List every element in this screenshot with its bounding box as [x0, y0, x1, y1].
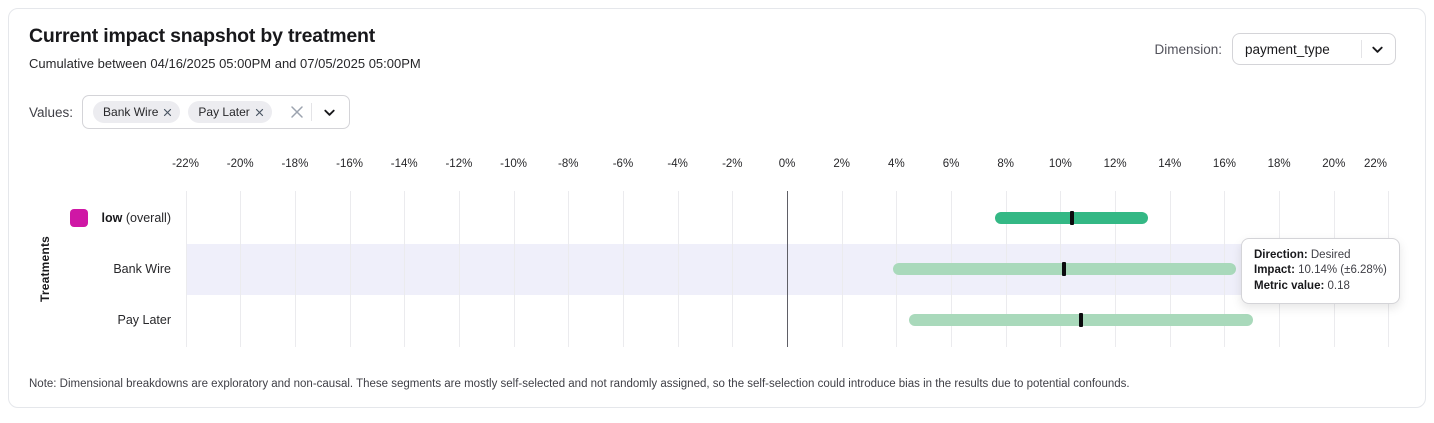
dimension-selected-value: payment_type [1245, 41, 1330, 57]
tooltip-label: Direction: [1254, 249, 1308, 261]
tooltip-row: Impact: 10.14% (±6.28%) [1254, 263, 1387, 278]
chip-remove-icon[interactable] [255, 108, 264, 117]
x-axis-tick-label: 0% [778, 158, 796, 170]
impact-center-tick [1069, 211, 1074, 225]
chip-label: Pay Later [198, 105, 250, 119]
impact-center-tick [1079, 313, 1084, 327]
chevron-down-icon[interactable] [320, 105, 339, 120]
x-axis-tick-label: -14% [390, 158, 418, 170]
impact-center-tick [1062, 262, 1067, 276]
x-axis-tick-label: 20% [1322, 158, 1346, 170]
chart-canvas: -22% -20% -18% -16% -14% -12% -10% -8% -6% -4% -2%… [9, 9, 1425, 407]
date-range-subtitle: Cumulative between 04/16/2025 05:00PM an… [29, 56, 421, 71]
tooltip-value: Desired [1310, 249, 1351, 261]
x-axis-tick-label: -6% [612, 158, 634, 170]
zero-line [787, 191, 788, 347]
gridline [349, 191, 351, 347]
tooltip: Direction: Desired Impact: 10.14% (±6.28… [1241, 238, 1400, 304]
tooltip-value: 0.18 [1327, 279, 1350, 292]
row-label-pay-later: Pay Later [117, 313, 171, 327]
dimension-select[interactable]: payment_type [1232, 33, 1396, 65]
tooltip-value: 10.14% (±6.28%) [1298, 264, 1387, 277]
tooltip-row: Direction: Desired [1254, 248, 1387, 263]
x-axis-tick-label: -18% [281, 158, 309, 170]
values-tools [287, 103, 339, 121]
x-axis-tick-label: 14% [1158, 158, 1182, 170]
values-label: Values: [29, 104, 74, 120]
x-axis-tick-label: 10% [1048, 158, 1072, 170]
chip-remove-icon[interactable] [163, 108, 172, 117]
tooltip-row: Metric value: 0.18 [1254, 279, 1387, 294]
legend-swatch [70, 209, 88, 227]
x-axis-tick-label: 8% [997, 158, 1015, 170]
x-axis-tick-label: -8% [558, 158, 579, 170]
gridline [732, 191, 734, 347]
dimension-control: Dimension: payment_type [1154, 33, 1396, 65]
row-label-low: low (overall) [101, 211, 171, 225]
tooltip-label: Impact: [1254, 264, 1295, 277]
x-axis-tick-label: -12% [445, 158, 473, 170]
x-axis-tick-label: -4% [667, 158, 688, 170]
x-axis-tick-label: -10% [500, 158, 528, 170]
gridline [458, 191, 460, 347]
x-axis-tick-label: 4% [888, 158, 905, 170]
chevron-down-icon[interactable] [1370, 42, 1385, 57]
row-label-bank-wire: Bank Wire [113, 262, 171, 276]
x-axis-tick-label: -16% [336, 158, 363, 170]
impact-snapshot-card: Current impact snapshot by treatment Cum… [8, 8, 1426, 408]
x-axis-tick-label: 12% [1103, 158, 1127, 170]
x-axis-tick-label: 6% [942, 158, 960, 170]
tooltip-label: Metric value: [1254, 279, 1325, 292]
gridline [513, 191, 515, 347]
gridline [568, 191, 570, 347]
y-axis-title: Treatments [38, 235, 52, 303]
chip-label: Bank Wire [103, 105, 159, 119]
value-chip-pay-later[interactable]: Pay Later [188, 101, 272, 123]
page-title: Current impact snapshot by treatment [29, 25, 376, 47]
x-axis-tick-label: -22% [172, 158, 199, 170]
gridline [404, 191, 406, 347]
x-axis-tick-label: -20% [226, 158, 254, 170]
gridline [622, 191, 624, 347]
value-chip-bank-wire[interactable]: Bank Wire [93, 101, 181, 123]
values-filter: Values: Bank Wire Pay Later [29, 95, 351, 129]
gridline [677, 191, 679, 347]
clear-all-icon[interactable] [287, 104, 307, 120]
gridline [841, 191, 843, 347]
dimension-label: Dimension: [1154, 41, 1222, 57]
footnote: Note: Dimensional breakdowns are explora… [29, 378, 1130, 390]
x-axis-tick-label: 16% [1212, 158, 1236, 170]
x-axis-tick-label: 18% [1267, 158, 1291, 170]
gridline [240, 191, 242, 347]
gridline [185, 191, 187, 347]
gridline [294, 191, 296, 347]
values-multiselect[interactable]: Bank Wire Pay Later [82, 95, 351, 129]
select-divider [1361, 40, 1362, 58]
x-axis-tick-label: 2% [833, 158, 850, 170]
values-divider [311, 103, 313, 121]
x-axis-tick-label: 22% [1363, 158, 1387, 170]
x-axis-tick-label: -2% [722, 158, 743, 170]
